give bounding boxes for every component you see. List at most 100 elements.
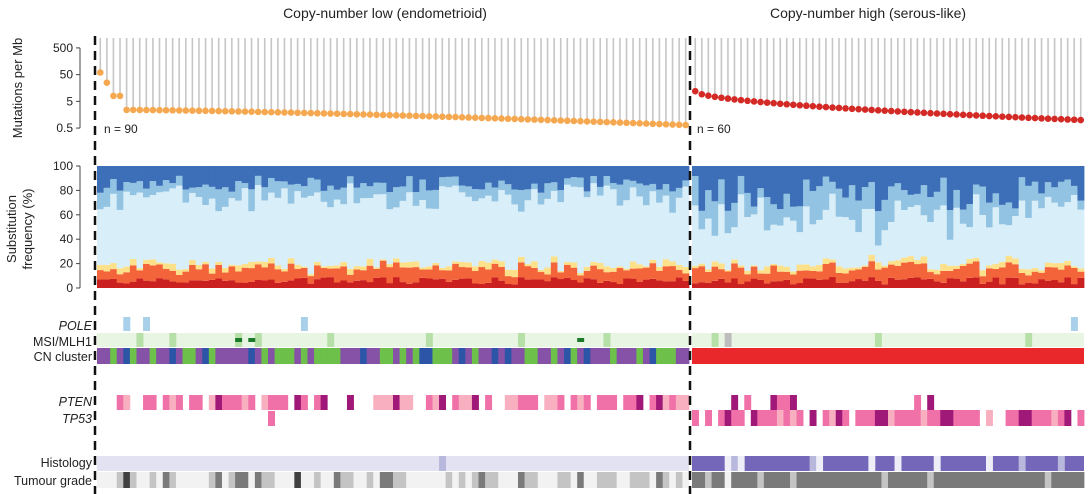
high-sub-bar-6-5 xyxy=(731,166,739,203)
grade-cell-high-3 xyxy=(711,472,719,488)
low-sub-bar-78-3 xyxy=(610,189,618,268)
low-sub-bar-11-4 xyxy=(169,183,177,189)
low-sub-bar-74-4 xyxy=(583,191,591,198)
low-sub-bar-9-0 xyxy=(156,278,164,288)
low-sub-bar-4-4 xyxy=(123,182,131,192)
substitution-ylabel-2: frequency (%) xyxy=(20,189,35,270)
high-mutation-point-53 xyxy=(1038,115,1045,122)
cn-cell-low-70 xyxy=(557,348,565,364)
low-mutation-point-20 xyxy=(228,108,236,115)
low-sub-bar-73-0 xyxy=(577,282,585,288)
low-sub-bar-54-3 xyxy=(452,185,460,262)
grade-cell-low-40 xyxy=(360,472,368,488)
tp53-cell-high-26 xyxy=(861,410,869,426)
high-sub-bar-16-1 xyxy=(796,270,804,284)
cn-cell-low-74 xyxy=(583,348,591,364)
low-sub-bar-46-4 xyxy=(399,186,407,201)
grade-cell-low-9 xyxy=(156,472,164,488)
low-sub-bar-48-2 xyxy=(412,261,420,268)
high-sub-bar-51-1 xyxy=(1025,275,1033,283)
high-sub-bar-39-0 xyxy=(946,278,954,288)
low-sub-bar-51-1 xyxy=(432,265,440,280)
high-sub-bar-41-3 xyxy=(959,223,967,264)
histology-alt-high-18 xyxy=(809,456,817,471)
low-sub-bar-49-0 xyxy=(419,277,427,288)
pten-cell-low-10 xyxy=(162,395,170,410)
cn-cell-low-31 xyxy=(300,348,308,364)
low-sub-bar-6-5 xyxy=(136,166,144,182)
low-mutation-point-82 xyxy=(636,120,643,127)
high-sub-bar-28-1 xyxy=(874,269,882,281)
tp53-cell-high-39 xyxy=(946,410,954,426)
low-sub-bar-83-4 xyxy=(642,185,650,206)
high-sub-bar-12-0 xyxy=(770,281,778,288)
substitution-bars xyxy=(97,166,1085,288)
low-sub-bar-34-1 xyxy=(320,268,328,278)
low-sub-bar-66-3 xyxy=(531,189,539,262)
low-sub-bar-2-5 xyxy=(110,166,118,180)
cn-cell-low-77 xyxy=(603,348,611,364)
low-sub-bar-80-4 xyxy=(623,179,631,201)
low-sub-bar-13-1 xyxy=(182,271,190,283)
low-sub-bar-64-4 xyxy=(517,189,525,212)
tp53-cell-high-13 xyxy=(776,410,784,426)
low-sub-bar-18-4 xyxy=(215,189,223,212)
low-mutation-point-1 xyxy=(103,79,111,86)
low-sub-bar-51-2 xyxy=(432,262,440,266)
low-sub-bar-87-0 xyxy=(669,281,677,288)
tp53-cell-high-28 xyxy=(874,410,882,426)
low-mutation-point-40 xyxy=(360,111,367,118)
low-sub-bar-71-4 xyxy=(564,178,571,185)
grade-cell-high-5 xyxy=(724,472,732,488)
low-sub-bar-11-0 xyxy=(169,281,177,288)
cn-cell-low-1 xyxy=(103,348,111,364)
grade-cell-low-19 xyxy=(221,472,229,488)
grade-cell-high-23 xyxy=(842,472,850,488)
low-mutation-point-79 xyxy=(616,119,624,126)
tp53-cell-high-41 xyxy=(959,410,967,426)
low-sub-bar-65-1 xyxy=(524,266,532,280)
high-sub-bar-32-2 xyxy=(901,257,908,263)
low-sub-bar-76-2 xyxy=(596,262,604,270)
high-sub-bar-23-2 xyxy=(842,268,850,274)
low-sub-bar-46-0 xyxy=(399,282,407,288)
grade-cell-low-21 xyxy=(235,472,243,488)
low-sub-bar-41-3 xyxy=(366,198,374,259)
high-sub-bar-26-5 xyxy=(861,166,869,188)
low-sub-bar-83-5 xyxy=(642,166,650,186)
high-mutation-point-37 xyxy=(933,110,941,117)
low-sub-bar-43-2 xyxy=(379,259,387,261)
low-sub-bar-76-1 xyxy=(596,269,604,283)
pten-cell-low-31 xyxy=(300,395,308,410)
high-sub-bar-4-1 xyxy=(718,269,726,279)
low-sub-bar-50-0 xyxy=(425,278,433,288)
low-sub-bar-48-4 xyxy=(412,192,420,206)
low-sub-bar-30-3 xyxy=(294,191,302,265)
high-mutation-point-20 xyxy=(822,103,830,111)
low-sub-bar-60-1 xyxy=(491,263,499,278)
low-sub-bar-58-4 xyxy=(478,189,486,199)
high-sub-bar-36-3 xyxy=(927,222,935,270)
pten-cell-low-28 xyxy=(281,395,289,410)
pten-cell-low-84 xyxy=(649,395,657,410)
cn-cell-low-3 xyxy=(116,348,124,364)
high-sub-bar-24-1 xyxy=(848,270,856,282)
track-label-grade: Tumour grade xyxy=(14,474,92,488)
high-sub-bar-33-2 xyxy=(907,256,915,262)
low-sub-bar-46-2 xyxy=(399,262,407,268)
high-sub-bar-52-4 xyxy=(1031,181,1039,201)
grade-cell-low-16 xyxy=(202,472,210,488)
high-sub-bar-48-5 xyxy=(1005,166,1013,203)
grade-cell-low-62 xyxy=(504,472,512,488)
annotation-tracks xyxy=(97,317,1085,488)
high-sub-bar-15-0 xyxy=(790,284,797,288)
cn-cell-low-19 xyxy=(221,348,229,364)
low-sub-bar-3-0 xyxy=(116,282,124,288)
low-sub-bar-32-4 xyxy=(307,177,315,196)
high-sub-bar-7-5 xyxy=(737,166,745,176)
high-sub-bar-45-2 xyxy=(986,265,993,269)
low-sub-bar-83-2 xyxy=(642,266,650,268)
low-sub-bar-72-4 xyxy=(570,177,578,187)
low-sub-bar-20-2 xyxy=(228,264,236,267)
grade-cell-low-0 xyxy=(97,472,104,488)
